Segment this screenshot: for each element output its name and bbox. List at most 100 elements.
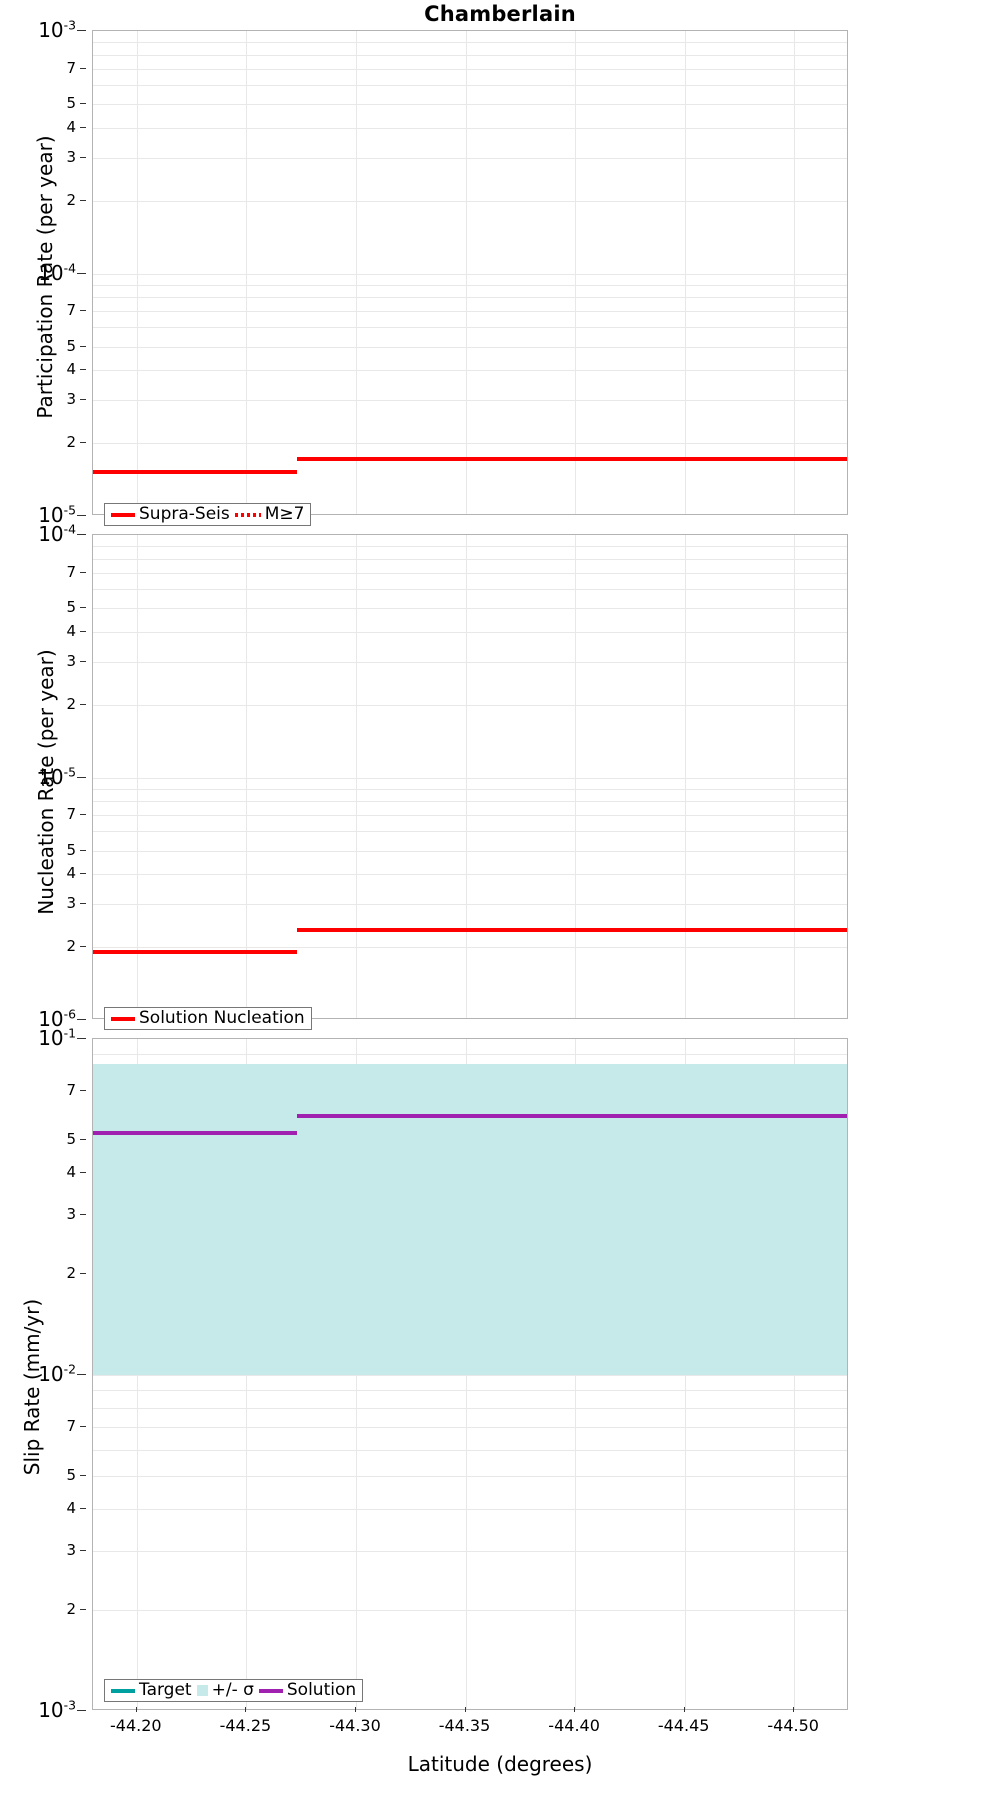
y-tick-minor: 2: [66, 694, 76, 713]
legend-entry[interactable]: M≥7: [234, 504, 305, 524]
panel-participation-rate: [92, 30, 848, 515]
panel3-legend[interactable]: Target +/- σ Solution: [104, 1679, 364, 1702]
y-tick-minor: 3: [66, 894, 76, 913]
legend-entry[interactable]: Target: [111, 1682, 192, 1699]
legend-dotted-line-icon: [234, 512, 261, 517]
series-line-solution: [93, 1131, 297, 1135]
y-tick-mark: [77, 30, 86, 31]
y-tick-major: 10-5: [38, 763, 76, 789]
y-tick-mark: [77, 1374, 86, 1375]
sigma-band: [93, 1064, 847, 1375]
y-tick-mark: [77, 515, 86, 516]
x-tick-label: -44.20: [110, 1716, 162, 1735]
y-tick-minor: 7: [66, 301, 76, 320]
y-tick-mark: [80, 660, 86, 662]
panel2-legend[interactable]: Solution Nucleation: [104, 1007, 312, 1030]
y-tick-major: 10-4: [38, 521, 76, 546]
y-tick-major: 10-3: [38, 17, 76, 42]
y-tick-mark: [80, 126, 86, 128]
y-tick-mark: [80, 399, 86, 401]
y-tick-minor: 2: [66, 190, 76, 209]
legend-line-icon: [111, 1688, 135, 1693]
y-tick-mark: [80, 1475, 86, 1477]
x-axis-label: Latitude (degrees): [407, 1752, 593, 1776]
y-tick-major: 10-1: [38, 1025, 76, 1050]
x-tick-mark: [793, 1707, 795, 1712]
legend-label: Solution: [286, 1680, 357, 1700]
y-tick-minor: 5: [66, 1130, 76, 1149]
x-tick-label: -44.30: [329, 1716, 381, 1735]
x-tick-mark: [464, 1707, 466, 1712]
legend-entry[interactable]: Solution Nucleation: [111, 1010, 305, 1027]
y-tick-minor: 3: [66, 651, 76, 670]
y-tick-mark: [80, 703, 86, 705]
y-tick-mark: [80, 1549, 86, 1551]
y-tick-major: 10-2: [38, 1361, 76, 1386]
legend-line-icon: [111, 1016, 135, 1021]
y-tick-mark: [80, 903, 86, 905]
legend-label: M≥7: [264, 504, 305, 524]
y-tick-mark: [80, 1139, 86, 1141]
y-tick-minor: 3: [66, 1540, 76, 1559]
y-tick-minor: 5: [66, 94, 76, 112]
y-tick-mark: [80, 1608, 86, 1610]
panel1-y-ticks: 10-5 2 3 4 5 7 10-4 2 3 4 5 7 10-3: [0, 18, 86, 527]
series-line-solution-nucleation: [296, 928, 847, 932]
x-tick-mark: [574, 1707, 576, 1712]
y-tick-mark: [80, 873, 86, 874]
y-tick-minor: 5: [66, 336, 76, 355]
y-tick-mark: [80, 571, 86, 573]
y-tick-minor: 2: [66, 433, 76, 451]
x-tick-label: -44.35: [438, 1716, 491, 1735]
y-tick-minor: 2: [66, 1263, 76, 1282]
y-tick-minor: 4: [66, 1162, 76, 1181]
y-tick-major: 10-6: [38, 1006, 76, 1031]
y-tick-mark: [80, 630, 86, 632]
panel3-y-axis-label: Slip Rate (mm/yr): [20, 1298, 44, 1476]
legend-entry[interactable]: Supra-Seis: [111, 506, 230, 523]
y-tick-mark: [77, 1019, 86, 1020]
y-tick-mark: [80, 1213, 86, 1215]
y-tick-minor: 3: [66, 390, 76, 409]
y-tick-mark: [80, 369, 86, 370]
y-tick-minor: 2: [66, 1599, 76, 1618]
x-tick-label: -44.50: [767, 1716, 819, 1735]
y-tick-mark: [80, 199, 86, 201]
y-tick-minor: 4: [66, 1498, 76, 1517]
x-tick-mark: [135, 1707, 137, 1712]
legend-line-icon: [111, 512, 135, 517]
panel3-axes: [92, 1038, 848, 1710]
panel3-y-ticks: 10-3 2 3 4 5 7 10-2 2 3 4 5 7 10-1: [0, 1026, 86, 1722]
legend-entry[interactable]: Solution: [258, 1680, 357, 1700]
panel2-y-ticks: 10-6 2 3 4 5 7 10-5 2 3 4 5 7 10-4: [0, 522, 86, 1031]
panel1-axes: [92, 30, 848, 515]
y-tick-minor: 3: [66, 147, 76, 166]
series-line-m-7: [93, 469, 297, 474]
series-line-solution: [296, 1114, 847, 1118]
y-tick-mark: [80, 1426, 86, 1427]
legend-label: Solution Nucleation: [139, 1008, 305, 1028]
panel1-legend[interactable]: Supra-Seis M≥7: [104, 503, 312, 526]
y-tick-minor: 7: [66, 1417, 76, 1435]
y-tick-minor: 3: [66, 1204, 76, 1223]
y-tick-mark: [80, 442, 86, 443]
y-tick-minor: 4: [66, 864, 76, 882]
y-tick-mark: [80, 345, 86, 347]
y-tick-minor: 7: [66, 562, 76, 581]
y-tick-mark: [80, 1090, 86, 1091]
y-tick-major: 10-5: [38, 502, 76, 527]
y-tick-mark: [77, 776, 86, 778]
y-tick-mark: [77, 272, 86, 274]
x-tick-mark: [683, 1707, 685, 1712]
legend-entry[interactable]: +/- σ: [196, 1682, 254, 1699]
y-tick-minor: 7: [66, 58, 76, 77]
y-tick-mark: [80, 849, 86, 851]
y-tick-minor: 2: [66, 937, 76, 955]
y-tick-minor: 5: [66, 840, 76, 859]
legend-patch-icon: [196, 1685, 208, 1696]
x-tick-label: -44.45: [657, 1716, 710, 1735]
y-tick-mark: [80, 814, 86, 816]
y-tick-mark: [77, 534, 86, 535]
y-tick-minor: 4: [66, 621, 76, 640]
